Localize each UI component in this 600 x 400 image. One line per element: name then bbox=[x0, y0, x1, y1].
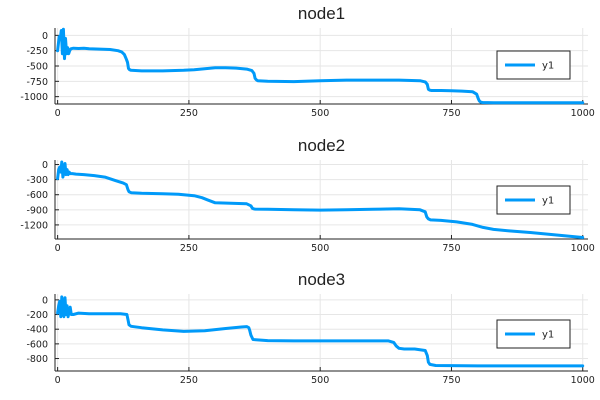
x-tick-label: 750 bbox=[442, 243, 460, 254]
legend: y1 bbox=[496, 319, 571, 349]
series-line-y1 bbox=[56, 160, 585, 239]
series-line-y1 bbox=[56, 27, 585, 105]
legend: y1 bbox=[496, 50, 571, 80]
legend-label: y1 bbox=[542, 330, 554, 341]
x-tick-label: 250 bbox=[180, 243, 198, 254]
x-tick-label: 250 bbox=[180, 108, 198, 119]
x-tick-label: 0 bbox=[55, 108, 61, 119]
y-tick-label: 0 bbox=[42, 31, 48, 42]
y-tick-label: -600 bbox=[26, 339, 48, 350]
x-tick-label: 500 bbox=[311, 375, 329, 386]
chart-title: node2 bbox=[298, 136, 345, 155]
y-tick-label: 0 bbox=[42, 295, 48, 306]
x-tick-label: 750 bbox=[442, 108, 460, 119]
y-tick-label: -900 bbox=[26, 205, 48, 216]
subplot-node2: node2 0 250 500 750 1000 0 -300 -600 -900 -1200 y1 bbox=[20, 136, 594, 254]
y-tick-label: -500 bbox=[26, 62, 48, 73]
y-tick-label: -600 bbox=[26, 190, 48, 201]
x-tick-label: 0 bbox=[55, 243, 61, 254]
y-tick-label: -1000 bbox=[20, 92, 48, 103]
subplot-node1: node1 0 250 500 750 1000 0 -250 -500 -750 -1000 y1 bbox=[20, 4, 594, 119]
x-tick-label: 1000 bbox=[571, 108, 595, 119]
y-tick-label: -400 bbox=[26, 325, 48, 336]
y-tick-label: 0 bbox=[42, 160, 48, 171]
legend: y1 bbox=[496, 185, 571, 215]
series-line-y1 bbox=[56, 295, 585, 368]
y-tick-label: -1200 bbox=[20, 220, 48, 231]
x-tick-label: 1000 bbox=[571, 375, 595, 386]
legend-label: y1 bbox=[542, 61, 554, 72]
subplot-node3: node3 0 250 500 750 1000 0 -200 -400 -600 -800 y1 bbox=[26, 270, 594, 386]
chart-title: node3 bbox=[298, 270, 345, 289]
chart-title: node1 bbox=[298, 4, 345, 23]
y-tick-label: -300 bbox=[26, 175, 48, 186]
y-tick-label: -250 bbox=[26, 46, 48, 57]
y-tick-label: -750 bbox=[26, 77, 48, 88]
legend-label: y1 bbox=[542, 196, 554, 207]
y-tick-label: -800 bbox=[26, 354, 48, 365]
x-tick-label: 250 bbox=[180, 375, 198, 386]
x-tick-label: 500 bbox=[311, 108, 329, 119]
x-tick-label: 0 bbox=[55, 375, 61, 386]
x-tick-label: 500 bbox=[311, 243, 329, 254]
x-tick-label: 750 bbox=[442, 375, 460, 386]
x-tick-label: 1000 bbox=[571, 243, 595, 254]
y-tick-label: -200 bbox=[26, 310, 48, 321]
